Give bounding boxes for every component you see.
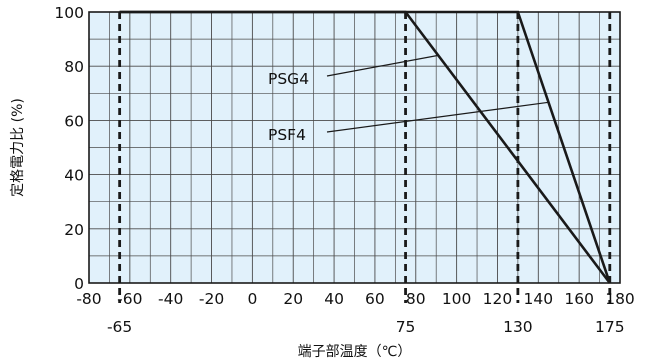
reference-label: 75: [396, 318, 416, 336]
y-tick-label: 0: [74, 275, 84, 293]
plot-frame: [88, 11, 621, 284]
series-annotations: PSG4 PSF4: [268, 54, 549, 144]
x-tick-label: 140: [524, 290, 554, 308]
x-axis-label: 端子部温度（℃）: [298, 344, 412, 360]
y-tick-label: 100: [54, 4, 84, 22]
x-tick-label: 40: [324, 290, 344, 308]
reference-lines: [118, 12, 612, 303]
y-tick-label: 20: [64, 221, 84, 239]
annotation-leader-psf4: [326, 101, 549, 133]
x-tick-label: 100: [442, 290, 472, 308]
x-tick-label: 160: [564, 290, 594, 308]
x-tick-label: 60: [365, 290, 385, 308]
y-tick-label: 40: [64, 167, 84, 185]
x-tick-label: 180: [605, 290, 635, 308]
y-tick-labels: 0 20 40 60 80 100: [54, 4, 84, 293]
reference-label: 130: [503, 318, 533, 336]
annotation-leader-psg4: [326, 54, 439, 77]
x-tick-label: -60: [117, 290, 142, 308]
x-tick-label: 0: [247, 290, 257, 308]
x-tick-label: 80: [406, 290, 426, 308]
reference-labels: -65 75 130 175: [107, 318, 625, 336]
x-tick-label: -80: [76, 290, 101, 308]
x-tick-label: -20: [199, 290, 224, 308]
y-tick-label: 60: [64, 112, 84, 130]
y-tick-label: 80: [64, 58, 84, 76]
annotation-label-psf4: PSF4: [268, 126, 306, 144]
x-tick-label: 20: [283, 290, 303, 308]
x-tick-labels: -80 -60 -40 -20 0 20 40 60 80 100 120 140 160 180: [76, 290, 634, 308]
x-tick-label: 120: [483, 290, 513, 308]
annotation-label-psg4: PSG4: [268, 70, 309, 88]
y-axis-label: 定格電力比 (%): [10, 98, 26, 197]
reference-label: 175: [595, 318, 625, 336]
x-tick-label: -40: [158, 290, 183, 308]
reference-label: -65: [107, 318, 132, 336]
